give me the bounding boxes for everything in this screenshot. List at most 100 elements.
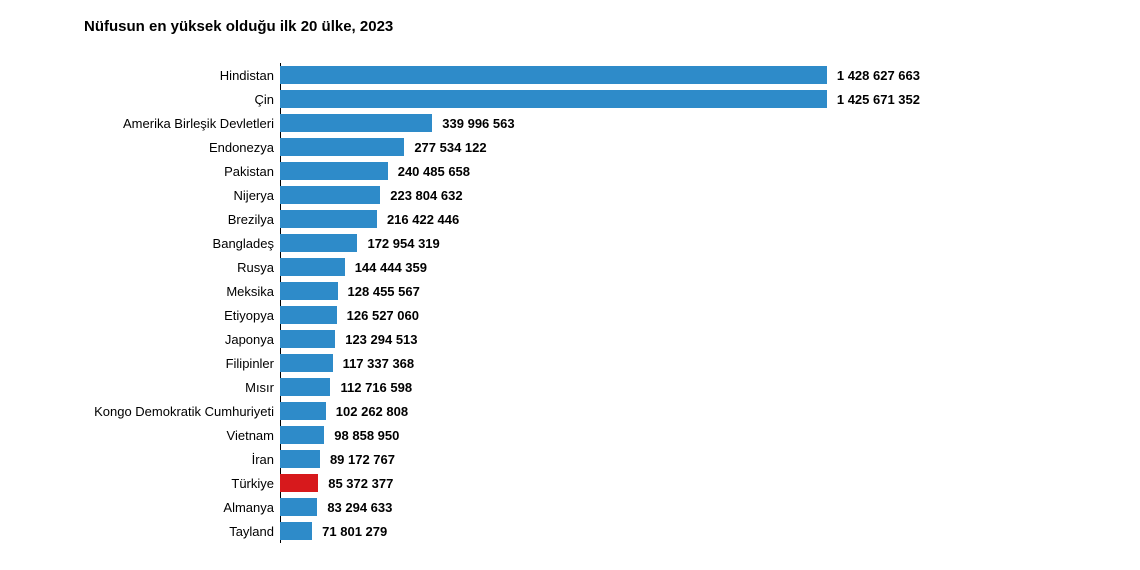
bar-value: 123 294 513 bbox=[345, 332, 417, 347]
bar-row: Kongo Demokratik Cumhuriyeti 102 262 808 bbox=[84, 399, 1110, 423]
chart-title: Nüfusun en yüksek olduğu ilk 20 ülke, 20… bbox=[84, 18, 1110, 35]
bar-row: Hindistan 1 428 627 663 bbox=[84, 63, 1110, 87]
bar-track: 98 858 950 bbox=[280, 423, 920, 447]
bar bbox=[280, 306, 337, 324]
bar-row: İran 89 172 767 bbox=[84, 447, 1110, 471]
bar bbox=[280, 330, 335, 348]
bar-value: 144 444 359 bbox=[355, 260, 427, 275]
bar-track: 240 485 658 bbox=[280, 159, 920, 183]
bar-track: 144 444 359 bbox=[280, 255, 920, 279]
bar-value: 1 428 627 663 bbox=[837, 68, 920, 83]
bar-label: Bangladeş bbox=[84, 236, 280, 251]
bar-track: 117 337 368 bbox=[280, 351, 920, 375]
bar-row: Etiyopya 126 527 060 bbox=[84, 303, 1110, 327]
bar bbox=[280, 114, 432, 132]
bar bbox=[280, 90, 827, 108]
bar-label: Nijerya bbox=[84, 188, 280, 203]
bar bbox=[280, 234, 357, 252]
bar bbox=[280, 402, 326, 420]
bar bbox=[280, 354, 333, 372]
bar-track: 172 954 319 bbox=[280, 231, 920, 255]
bar bbox=[280, 498, 317, 516]
bar-label: Çin bbox=[84, 92, 280, 107]
bar-value: 223 804 632 bbox=[390, 188, 462, 203]
bar-track: 1 425 671 352 bbox=[280, 87, 920, 111]
bar-row: Meksika 128 455 567 bbox=[84, 279, 1110, 303]
bar-track: 126 527 060 bbox=[280, 303, 920, 327]
bar bbox=[280, 138, 404, 156]
bar-row: Tayland 71 801 279 bbox=[84, 519, 1110, 543]
bar-row: Türkiye 85 372 377 bbox=[84, 471, 1110, 495]
bar-label: Japonya bbox=[84, 332, 280, 347]
bar bbox=[280, 450, 320, 468]
bar bbox=[280, 282, 338, 300]
bar-label: Vietnam bbox=[84, 428, 280, 443]
bar-label: Hindistan bbox=[84, 68, 280, 83]
bar-label: Filipinler bbox=[84, 356, 280, 371]
bar-track: 216 422 446 bbox=[280, 207, 920, 231]
bar-track: 123 294 513 bbox=[280, 327, 920, 351]
bar bbox=[280, 210, 377, 228]
bar-row: Japonya 123 294 513 bbox=[84, 327, 1110, 351]
bar-value: 71 801 279 bbox=[322, 524, 387, 539]
bar-label: Amerika Birleşik Devletleri bbox=[84, 116, 280, 131]
bar-track: 71 801 279 bbox=[280, 519, 920, 543]
bar bbox=[280, 522, 312, 540]
bar-track: 277 534 122 bbox=[280, 135, 920, 159]
bar-label: Mısır bbox=[84, 380, 280, 395]
bar-row: Çin 1 425 671 352 bbox=[84, 87, 1110, 111]
bar-value: 277 534 122 bbox=[414, 140, 486, 155]
bar-row: Brezilya216 422 446 bbox=[84, 207, 1110, 231]
bar-value: 172 954 319 bbox=[367, 236, 439, 251]
bar bbox=[280, 258, 345, 276]
bar-label: Türkiye bbox=[84, 476, 280, 491]
bar-track: 85 372 377 bbox=[280, 471, 920, 495]
bar-row: Rusya 144 444 359 bbox=[84, 255, 1110, 279]
bar-row: Amerika Birleşik Devletleri 339 996 563 bbox=[84, 111, 1110, 135]
bar-value: 89 172 767 bbox=[330, 452, 395, 467]
bar-track: 89 172 767 bbox=[280, 447, 920, 471]
bar bbox=[280, 426, 324, 444]
bar-track: 339 996 563 bbox=[280, 111, 920, 135]
bar-value: 98 858 950 bbox=[334, 428, 399, 443]
bar bbox=[280, 186, 380, 204]
bar-value: 83 294 633 bbox=[327, 500, 392, 515]
bar-value: 112 716 598 bbox=[340, 380, 412, 395]
bar-row: Filipinler 117 337 368 bbox=[84, 351, 1110, 375]
bar-track: 112 716 598 bbox=[280, 375, 920, 399]
bar-value: 117 337 368 bbox=[343, 356, 415, 371]
bar-track: 102 262 808 bbox=[280, 399, 920, 423]
bar-row: Almanya83 294 633 bbox=[84, 495, 1110, 519]
bar-label: Pakistan bbox=[84, 164, 280, 179]
population-bar-chart: Hindistan 1 428 627 663 Çin 1 425 671 352 Am… bbox=[84, 63, 1110, 543]
bar bbox=[280, 162, 388, 180]
bar bbox=[280, 66, 827, 84]
bar-track: 223 804 632 bbox=[280, 183, 920, 207]
bar-row: Mısır 112 716 598 bbox=[84, 375, 1110, 399]
bar-value: 126 527 060 bbox=[347, 308, 419, 323]
bar-value: 1 425 671 352 bbox=[837, 92, 920, 107]
bar bbox=[280, 474, 318, 492]
bar-row: Bangladeş 172 954 319 bbox=[84, 231, 1110, 255]
bar-value: 216 422 446 bbox=[387, 212, 459, 227]
bar-value: 102 262 808 bbox=[336, 404, 408, 419]
bar bbox=[280, 378, 330, 396]
bar-row: Pakistan240 485 658 bbox=[84, 159, 1110, 183]
bar-track: 1 428 627 663 bbox=[280, 63, 920, 87]
bar-value: 339 996 563 bbox=[442, 116, 514, 131]
bar-label: Endonezya bbox=[84, 140, 280, 155]
bar-label: Etiyopya bbox=[84, 308, 280, 323]
bar-label: Tayland bbox=[84, 524, 280, 539]
bar-track: 128 455 567 bbox=[280, 279, 920, 303]
bar-label: Kongo Demokratik Cumhuriyeti bbox=[84, 404, 280, 419]
bar-row: Nijerya 223 804 632 bbox=[84, 183, 1110, 207]
bar-label: İran bbox=[84, 452, 280, 467]
bar-row: Vietnam 98 858 950 bbox=[84, 423, 1110, 447]
bar-track: 83 294 633 bbox=[280, 495, 920, 519]
plot-area: Hindistan 1 428 627 663 Çin 1 425 671 352 Am… bbox=[84, 63, 1110, 543]
bar-value: 128 455 567 bbox=[348, 284, 420, 299]
bar-value: 85 372 377 bbox=[328, 476, 393, 491]
bar-label: Meksika bbox=[84, 284, 280, 299]
bar-label: Rusya bbox=[84, 260, 280, 275]
bar-row: Endonezya 277 534 122 bbox=[84, 135, 1110, 159]
